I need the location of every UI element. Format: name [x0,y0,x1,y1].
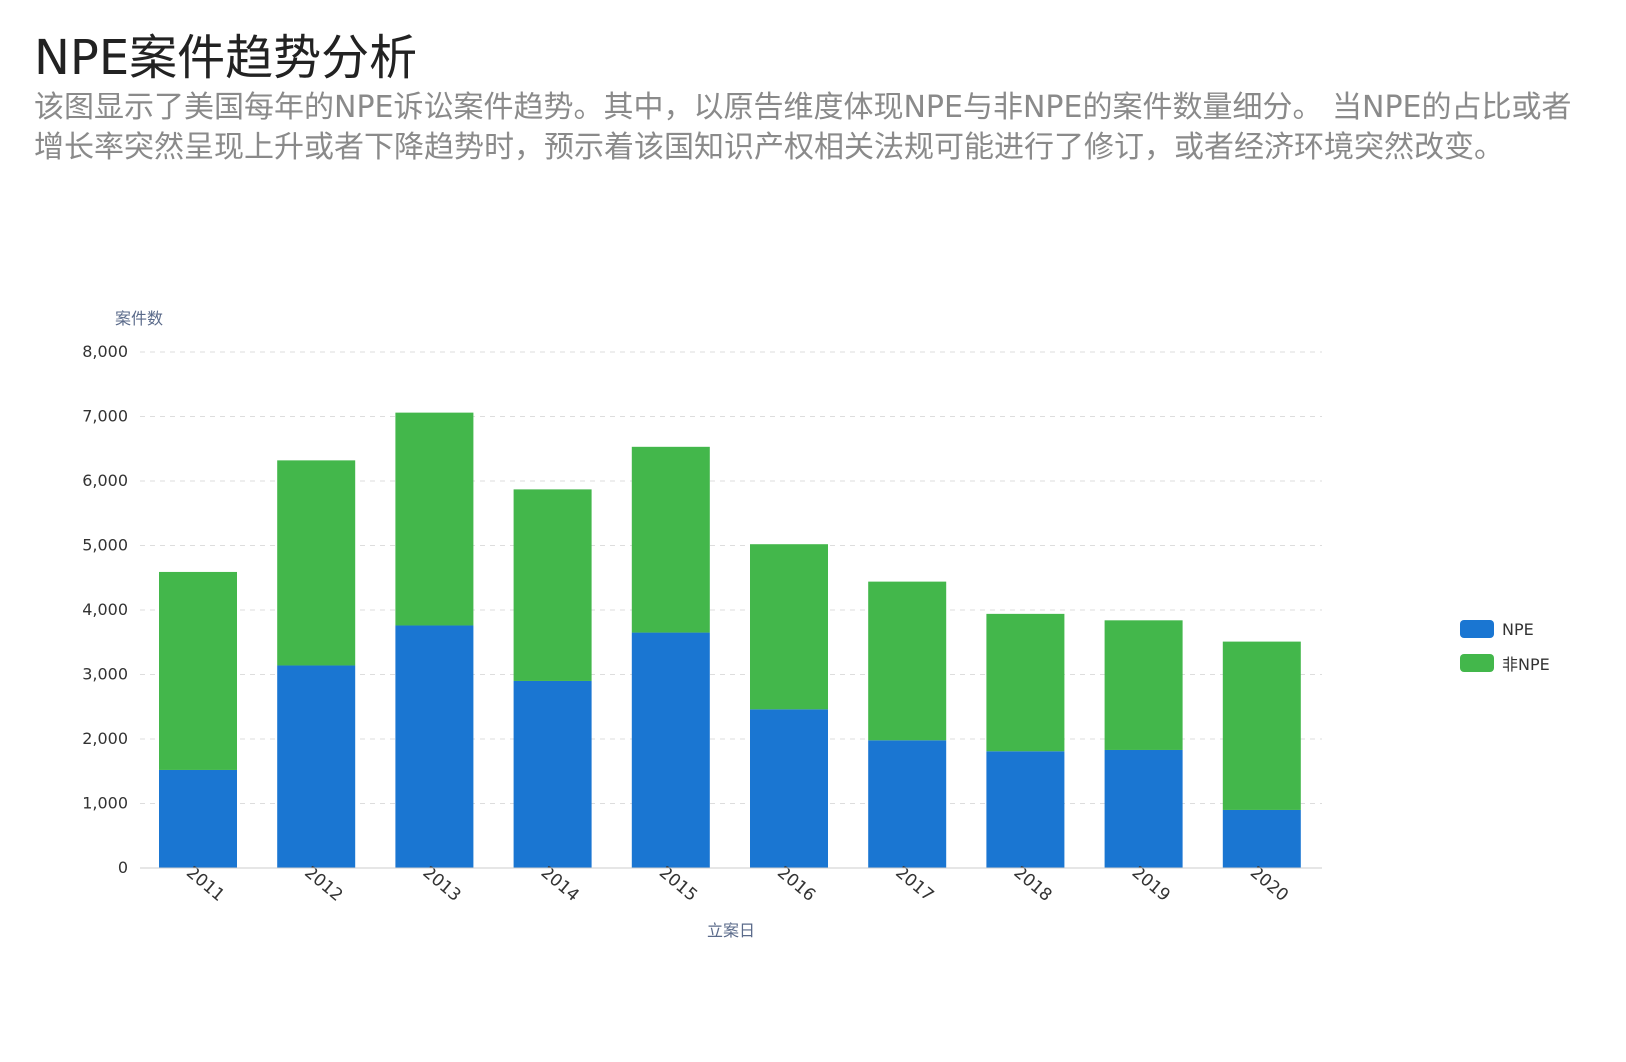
bar-non-npe-2015[interactable] [631,446,710,633]
y-tick-label: 0 [118,858,128,877]
y-tick-label: 2,000 [82,729,128,748]
bar-npe-2018[interactable] [986,751,1065,868]
y-tick-label: 6,000 [82,471,128,490]
legend-item-npe[interactable]: NPE [1460,618,1550,640]
bar-npe-2015[interactable] [631,632,710,868]
x-tick-label: 2014 [537,863,583,906]
x-tick-label: 2011 [182,863,228,906]
y-tick-label: 3,000 [82,665,128,684]
x-tick-label: 2018 [1010,863,1056,906]
x-tick-label: 2017 [891,863,937,906]
x-axis-title: 立案日 [707,921,755,940]
bar-non-npe-2020[interactable] [1222,641,1301,810]
chart-legend: NPE 非NPE [1460,618,1550,686]
bar-non-npe-2016[interactable] [750,544,828,710]
page-title: NPE案件趋势分析 [34,30,418,86]
bar-npe-2016[interactable] [750,709,828,868]
bar-non-npe-2019[interactable] [1104,620,1183,750]
x-tick-label: 2019 [1128,863,1174,906]
bar-npe-2011[interactable] [159,769,237,868]
x-axis-ticks: 2011 2012 2013 2014 2015 2016 2017 2018 2019 2020 [182,863,1292,906]
bar-npe-2012[interactable] [277,665,356,868]
page-description: 该图显示了美国每年的NPE诉讼案件趋势。其中，以原告维度体现NPE与非NPE的案… [34,90,1572,165]
legend-item-non-npe[interactable]: 非NPE [1460,652,1550,674]
bar-npe-2019[interactable] [1104,749,1183,868]
bar-npe-2017[interactable] [868,740,947,868]
y-tick-label: 7,000 [82,407,128,426]
x-tick-label: 2012 [300,863,346,906]
bar-non-npe-2011[interactable] [159,571,237,770]
x-tick-label: 2020 [1246,863,1292,906]
legend-swatch-npe [1460,620,1494,638]
y-axis-ticks: 0 1,000 2,000 3,000 4,000 5,000 6,000 7,000 8,00… [82,342,128,877]
bar-npe-2014[interactable] [513,680,592,868]
x-tick-label: 2013 [419,863,465,906]
y-tick-label: 5,000 [82,536,128,555]
y-tick-label: 4,000 [82,600,128,619]
legend-label-non-npe: 非NPE [1502,655,1550,674]
bar-non-npe-2013[interactable] [395,412,474,626]
bar-non-npe-2018[interactable] [986,613,1065,752]
y-tick-label: 8,000 [82,342,128,361]
bar-non-npe-2012[interactable] [277,460,356,666]
y-tick-label: 1,000 [82,794,128,813]
x-tick-label: 2016 [773,863,819,906]
bar-npe-2013[interactable] [395,625,474,868]
x-tick-label: 2015 [655,863,701,906]
y-axis-title: 案件数 [115,309,163,328]
bar-non-npe-2017[interactable] [868,581,947,741]
legend-label-npe: NPE [1502,619,1534,639]
bar-npe-2020[interactable] [1222,809,1301,868]
bars [159,412,1301,868]
bar-non-npe-2014[interactable] [513,489,592,681]
legend-swatch-non-npe [1460,654,1494,672]
